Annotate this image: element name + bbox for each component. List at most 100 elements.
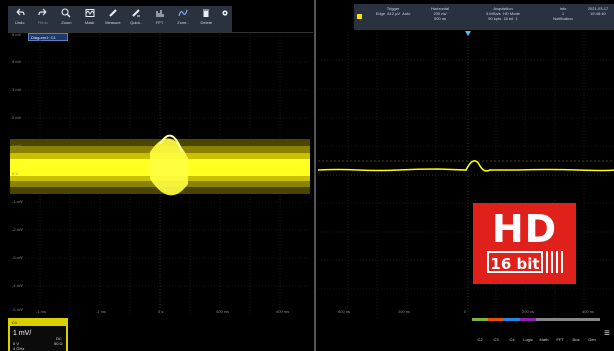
magnifier-icon	[61, 8, 71, 18]
y-tick: 4 mV	[12, 59, 22, 64]
acq-mode: HD Mode	[503, 11, 520, 16]
horizontal-scale: 200 ns/	[433, 11, 447, 16]
math-label: Math	[539, 337, 549, 342]
acq-points: 50 kpts	[488, 16, 502, 21]
trash-icon	[203, 9, 210, 17]
y-tick: -5 mV	[12, 307, 23, 312]
toolbar: Undo Redo Zoom Mask Measure Quick.. FFT …	[8, 6, 232, 32]
trigger-source-icon	[357, 14, 362, 19]
y-tick: 5 mV	[12, 32, 22, 37]
bus-button[interactable]: Bus	[568, 318, 584, 351]
x-tick: 400 ms	[216, 309, 230, 314]
fft-color-bar	[552, 318, 568, 321]
acquisition-panel[interactable]: Acquisition 5 MSa/s HD Mode 50 kpts 16 b…	[462, 6, 544, 21]
y-tick: -2 mV	[12, 227, 23, 232]
c3-button[interactable]: C3	[488, 318, 504, 351]
x-tick: 400 ms	[276, 309, 290, 314]
mask-button[interactable]: Mask	[78, 6, 101, 32]
x-tick: -1 ms	[36, 309, 46, 314]
trigger-row: Edge 812 µV Auto	[368, 11, 418, 16]
info-title: Info	[559, 6, 567, 11]
acq-bits: 16 bit	[503, 16, 514, 21]
delete-button[interactable]: Delete	[195, 6, 218, 32]
x-tick: 200 ns	[522, 309, 535, 314]
math-color-bar	[536, 318, 552, 321]
x-tick: 400 ns	[582, 309, 595, 314]
hd-badge-bars-icon	[546, 251, 563, 273]
acquisition-row2: 50 kpts 16 bit 1	[462, 16, 544, 21]
y-tick: -3 mV	[12, 255, 23, 260]
channel-name: C1	[10, 320, 66, 326]
y-tick: -4 mV	[12, 283, 23, 288]
logic-label: Logic	[523, 337, 533, 342]
right-screen	[316, 0, 614, 351]
fft-bottom-label: FFT	[556, 337, 564, 342]
measure-label: Measure	[105, 20, 121, 25]
channel-coupling: DC	[56, 336, 62, 341]
zoom-button[interactable]: Zoom	[55, 6, 78, 32]
x-tick: 200 ns	[398, 309, 411, 314]
hd-16bit-badge: HD 16 bit	[473, 203, 576, 284]
acquisition-row1: 5 MSa/s HD Mode	[462, 11, 544, 16]
gear-icon	[222, 10, 228, 16]
x-tick: -1 ms	[96, 309, 106, 314]
undo-icon	[16, 8, 25, 16]
c4-button[interactable]: C4	[504, 318, 520, 351]
channel-offset: 0 V	[13, 341, 20, 346]
trigger-panel[interactable]: Trigger Edge 812 µV Auto	[368, 6, 418, 16]
zone-trigger-button[interactable]: Zone..	[171, 6, 194, 32]
y-tick: -1 mV	[12, 199, 23, 204]
math-button[interactable]: Math	[536, 318, 552, 351]
x-tick: 0	[464, 309, 467, 314]
c2-color-bar	[472, 318, 488, 321]
time: 15:48:40	[590, 11, 606, 16]
info-count: 1	[561, 11, 565, 16]
logic-button[interactable]: Logic	[520, 318, 536, 351]
gen-button[interactable]: Gen	[584, 318, 600, 351]
c3-label: C3	[493, 337, 499, 342]
acquisition-title: Acquisition	[493, 6, 513, 11]
c4-label: C4	[509, 337, 515, 342]
horizontal-title: Horizontal	[430, 6, 449, 11]
redo-button[interactable]: Redo	[31, 6, 54, 32]
info-panel[interactable]: Info 1 Notification	[546, 6, 580, 21]
undo-button[interactable]: Undo	[8, 6, 31, 32]
channel-impedance: 50 Ω	[54, 341, 63, 346]
bus-label: Bus	[572, 337, 580, 342]
c2-button[interactable]: C2	[472, 318, 488, 351]
channel-c1-box[interactable]: C1 1 mV/ 0 V 4 GHz DC 50 Ω	[8, 318, 68, 351]
settings-button[interactable]	[218, 6, 232, 32]
trigger-type: Edge	[375, 11, 386, 16]
c3-color-bar	[488, 318, 504, 321]
fft-button[interactable]: FFT	[148, 6, 171, 32]
fft-bottom-button[interactable]: FFT	[552, 318, 568, 351]
horizontal-position: 500 ns	[433, 16, 446, 21]
quick-meas-button[interactable]: Quick..	[125, 6, 148, 32]
trigger-position-marker[interactable]	[465, 31, 471, 36]
status-bar: Trigger Edge 812 µV Auto Horizontal 200 …	[354, 4, 614, 30]
acq-count: 1	[515, 16, 518, 21]
trigger-mode: Auto	[402, 11, 411, 16]
menu-icon[interactable]: ≡	[604, 328, 610, 339]
y-tick: 3 mV	[12, 87, 22, 92]
zone-trigger-label: Zone..	[177, 20, 189, 25]
logic-color-bar	[520, 318, 536, 321]
undo-label: Undo	[14, 20, 25, 25]
right-bottom-bar	[316, 318, 614, 351]
ruler-icon	[109, 9, 117, 17]
date: 2021-03-17	[587, 6, 609, 11]
zoom-label: Zoom	[61, 20, 72, 25]
diagram-tab[interactable]: Diagram1: C1	[28, 33, 68, 41]
x-tick: 400 ns	[338, 309, 351, 314]
delete-label: Delete	[200, 20, 213, 25]
c2-label: C2	[477, 337, 483, 342]
channel-scale: 1 mV/	[13, 330, 32, 337]
fft-icon	[156, 10, 164, 17]
mask-label: Mask	[84, 20, 95, 25]
gen-color-bar	[584, 318, 600, 321]
trigger-title: Trigger	[386, 6, 400, 11]
horizontal-panel[interactable]: Horizontal 200 ns/ 500 ns	[420, 6, 460, 21]
datetime-panel: 2021-03-17 15:48:40	[582, 6, 614, 16]
measure-button[interactable]: Measure	[101, 6, 124, 32]
trigger-level: 812 µV	[387, 11, 401, 16]
